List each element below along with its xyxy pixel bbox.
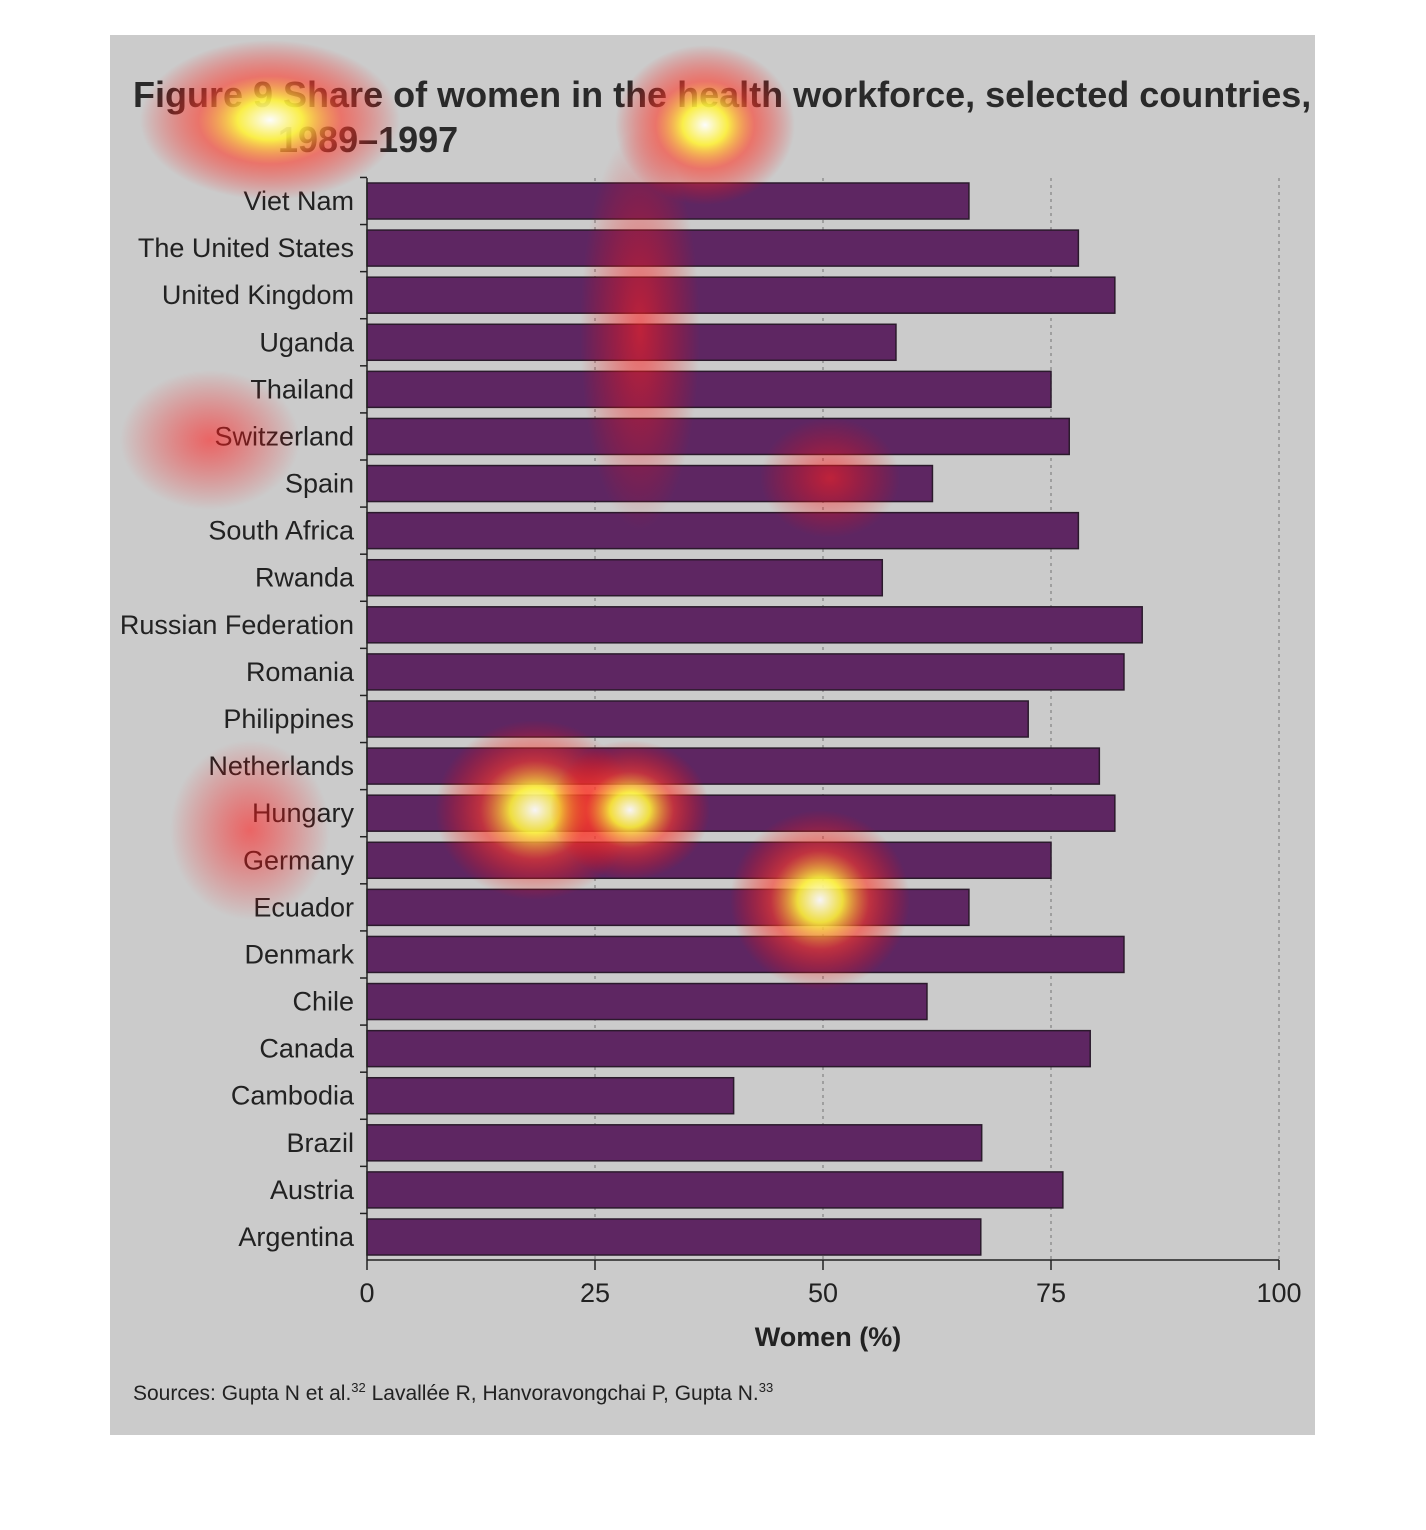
bar [366,417,1070,456]
y-category-label: Ecuador [253,892,354,922]
bar [366,841,1052,880]
bar [366,276,1116,314]
bar [366,606,1143,644]
y-category-label: Romania [246,657,355,687]
source-note: Sources: Gupta N et al.32 Lavallée R, Ha… [133,1380,773,1405]
bar [366,888,970,927]
source-text: Sources: Gupta N et al. [133,1382,351,1405]
y-category-label: Netherlands [208,751,354,781]
bar [366,1171,1064,1209]
bar [366,700,1029,738]
x-tick-label: 100 [1256,1278,1301,1308]
source-text-2: Lavallée R, Hanvoravongchai P, Gupta N. [366,1382,759,1405]
bar [366,1124,983,1162]
y-category-label: Spain [285,469,354,499]
bar [366,323,897,362]
bar [366,1076,735,1115]
y-category-label: Austria [270,1175,355,1205]
y-category-label: Hungary [252,798,355,828]
bar [366,229,1080,267]
bar [366,370,1052,409]
y-category-label: Germany [243,845,355,875]
y-category-label: Argentina [238,1222,355,1252]
bar [366,182,970,220]
bar [366,464,934,503]
y-category-label: Cambodia [231,1081,355,1111]
bar [366,747,1101,785]
y-category-label: The United States [138,233,354,263]
y-category-label: Chile [292,987,354,1017]
x-tick-label: 50 [808,1278,838,1308]
x-tick-label: 25 [580,1278,610,1308]
y-category-label: Switzerland [214,421,354,451]
y-category-label: Uganda [259,327,355,357]
bar [366,794,1116,832]
y-category-label: Denmark [244,939,354,969]
y-category-label: Canada [259,1034,355,1064]
bar [366,1029,1091,1068]
y-category-label: Rwanda [255,563,355,593]
y-category-label: Philippines [223,704,354,734]
y-category-label: Russian Federation [120,610,354,640]
source-sup-2: 33 [759,1380,773,1395]
y-category-label: Brazil [286,1128,354,1158]
bar [366,935,1125,974]
bar [366,653,1125,691]
x-axis-label: Women (%) [755,1322,902,1352]
bar [366,982,928,1021]
x-tick-label: 75 [1036,1278,1066,1308]
source-sup-1: 32 [351,1380,365,1395]
chart-title-line2: 1989–1997 [278,119,458,160]
y-category-label: South Africa [208,516,355,546]
y-category-label: Viet Nam [243,186,354,216]
x-tick-label: 0 [359,1278,374,1308]
y-category-label: United Kingdom [162,280,354,310]
chart-title: Figure 9 Share of women in the health wo… [133,74,1311,115]
bar [366,558,884,597]
bar [366,1218,982,1256]
bar [366,511,1080,550]
y-category-label: Thailand [250,374,354,404]
